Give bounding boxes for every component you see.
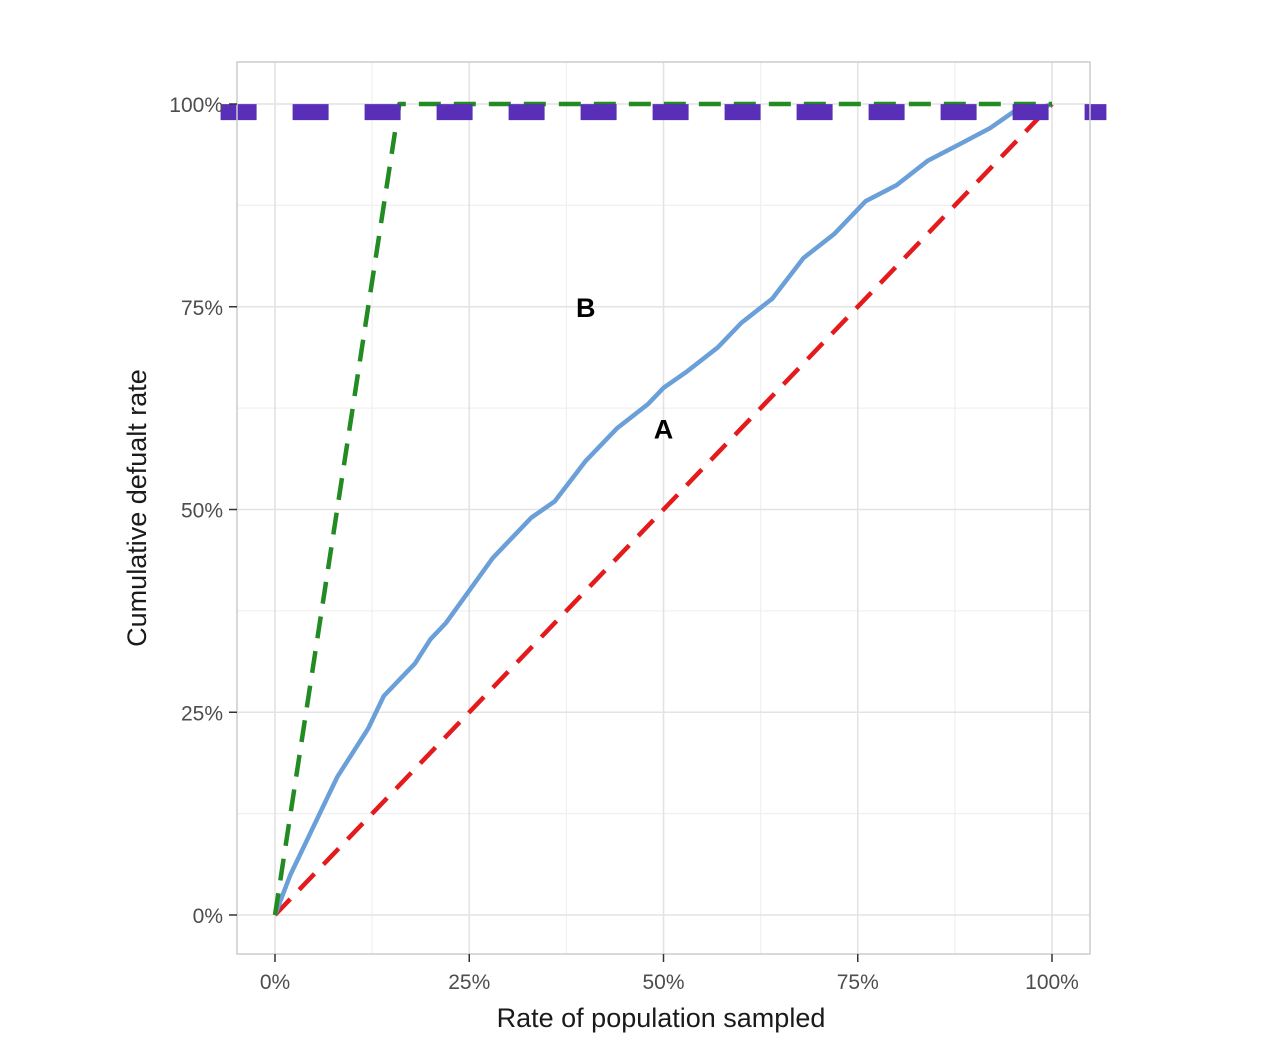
annotation-label: A [654,414,674,444]
series-line [273,102,1054,917]
y-tick-label: 75% [181,297,223,320]
x-tick-label: 50% [642,971,684,994]
annotations: BA [576,293,673,445]
series-line [272,101,1053,916]
axis-ticks: 0% 25% 50% 75% 100% 0% 25% 50% 75% 100% [169,94,1079,994]
y-tick-label: 100% [169,94,223,117]
annotation-label: B [576,293,596,323]
x-tick-label: 100% [1025,971,1079,994]
y-tick-label: 0% [193,905,223,928]
x-axis-title: Rate of population sampled [497,1003,826,1033]
series-line [272,101,1052,916]
y-axis-title: Cumulative defualt rate [122,369,152,647]
y-tick-label: 50% [181,500,223,523]
x-tick-label: 25% [448,971,490,994]
series-lines [220,101,1107,917]
x-tick-label: 0% [260,971,290,994]
x-tick-label: 75% [837,971,879,994]
y-tick-label: 25% [181,702,223,725]
